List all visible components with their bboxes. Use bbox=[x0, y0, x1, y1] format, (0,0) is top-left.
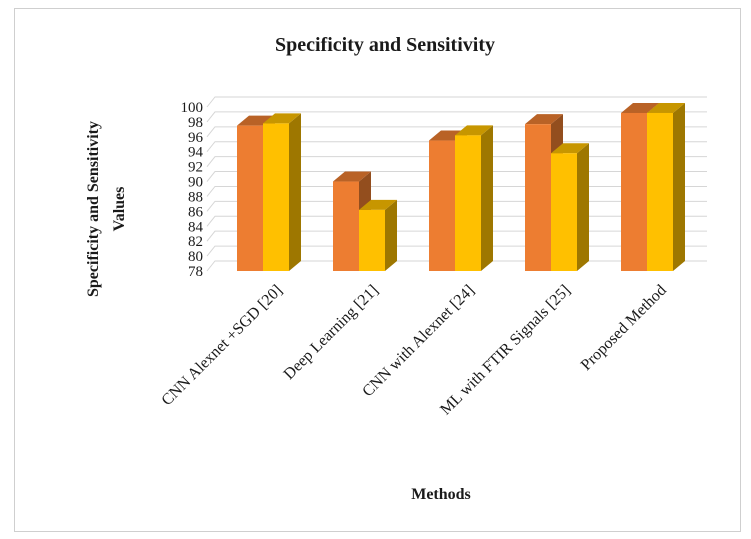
bar-front bbox=[551, 153, 577, 271]
bars bbox=[237, 102, 685, 272]
y-tick-label: 98 bbox=[188, 115, 203, 131]
y-tick-label: 80 bbox=[188, 249, 203, 265]
bar-side bbox=[385, 199, 397, 271]
bar-top bbox=[551, 143, 589, 154]
bar-top bbox=[647, 102, 685, 113]
y-tick-label: 100 bbox=[181, 100, 204, 116]
bar-front bbox=[263, 123, 289, 272]
bar-top bbox=[621, 102, 659, 113]
bar-4-series-1 bbox=[647, 102, 685, 271]
chart-frame: Specificity and Sensitivity Specificity … bbox=[14, 8, 741, 532]
y-tick-label: 96 bbox=[188, 130, 204, 146]
bar-0-series-1 bbox=[263, 113, 301, 272]
bar-top bbox=[263, 113, 301, 124]
bar-top bbox=[525, 114, 563, 125]
x-category-label: Deep Learning [21] bbox=[281, 282, 382, 383]
bar-side bbox=[289, 113, 301, 272]
y-tick-label: 88 bbox=[188, 189, 203, 205]
bar-top bbox=[359, 199, 397, 210]
y-tick-label: 94 bbox=[188, 145, 204, 161]
bar-front bbox=[359, 209, 385, 271]
chart-title: Specificity and Sensitivity bbox=[275, 34, 495, 56]
x-axis-title: Methods bbox=[411, 486, 471, 503]
bar-top bbox=[455, 125, 493, 136]
x-category-label: Proposed Method bbox=[578, 282, 670, 374]
bar-side bbox=[673, 102, 685, 271]
y-tick-label: 90 bbox=[188, 175, 203, 191]
y-axis-title-line-1: Specificity and Sensitivity bbox=[85, 121, 102, 297]
y-tick-label: 78 bbox=[188, 264, 203, 280]
bar-front bbox=[455, 135, 481, 271]
bar-front bbox=[647, 112, 673, 271]
bar-front bbox=[333, 181, 359, 271]
bar-top bbox=[333, 171, 371, 182]
bar-front bbox=[621, 112, 647, 271]
y-axis-title: Specificity and Sensitivity Values bbox=[85, 121, 128, 297]
x-category-label: CNN Alexnet +SGD [20] bbox=[158, 282, 285, 409]
bar-1-series-1 bbox=[359, 199, 397, 271]
bar-3-series-1 bbox=[551, 143, 589, 271]
category-labels: CNN Alexnet +SGD [20]Deep Learning [21]C… bbox=[158, 282, 669, 419]
bar-front bbox=[237, 125, 263, 272]
bar-side bbox=[481, 125, 493, 271]
y-tick-label: 84 bbox=[188, 219, 204, 235]
gridline bbox=[206, 111, 707, 123]
y-tick-label: 82 bbox=[188, 234, 203, 250]
y-tick-label: 86 bbox=[188, 204, 204, 220]
bar-side bbox=[577, 143, 589, 271]
y-tick-label: 92 bbox=[188, 160, 203, 176]
y-axis-title-line-2: Values bbox=[111, 187, 128, 232]
bar-front bbox=[429, 140, 455, 271]
gridline bbox=[206, 96, 707, 108]
bar-2-series-1 bbox=[455, 125, 493, 271]
bar-front bbox=[525, 124, 551, 272]
bar-chart: Specificity and Sensitivity Specificity … bbox=[85, 34, 707, 503]
